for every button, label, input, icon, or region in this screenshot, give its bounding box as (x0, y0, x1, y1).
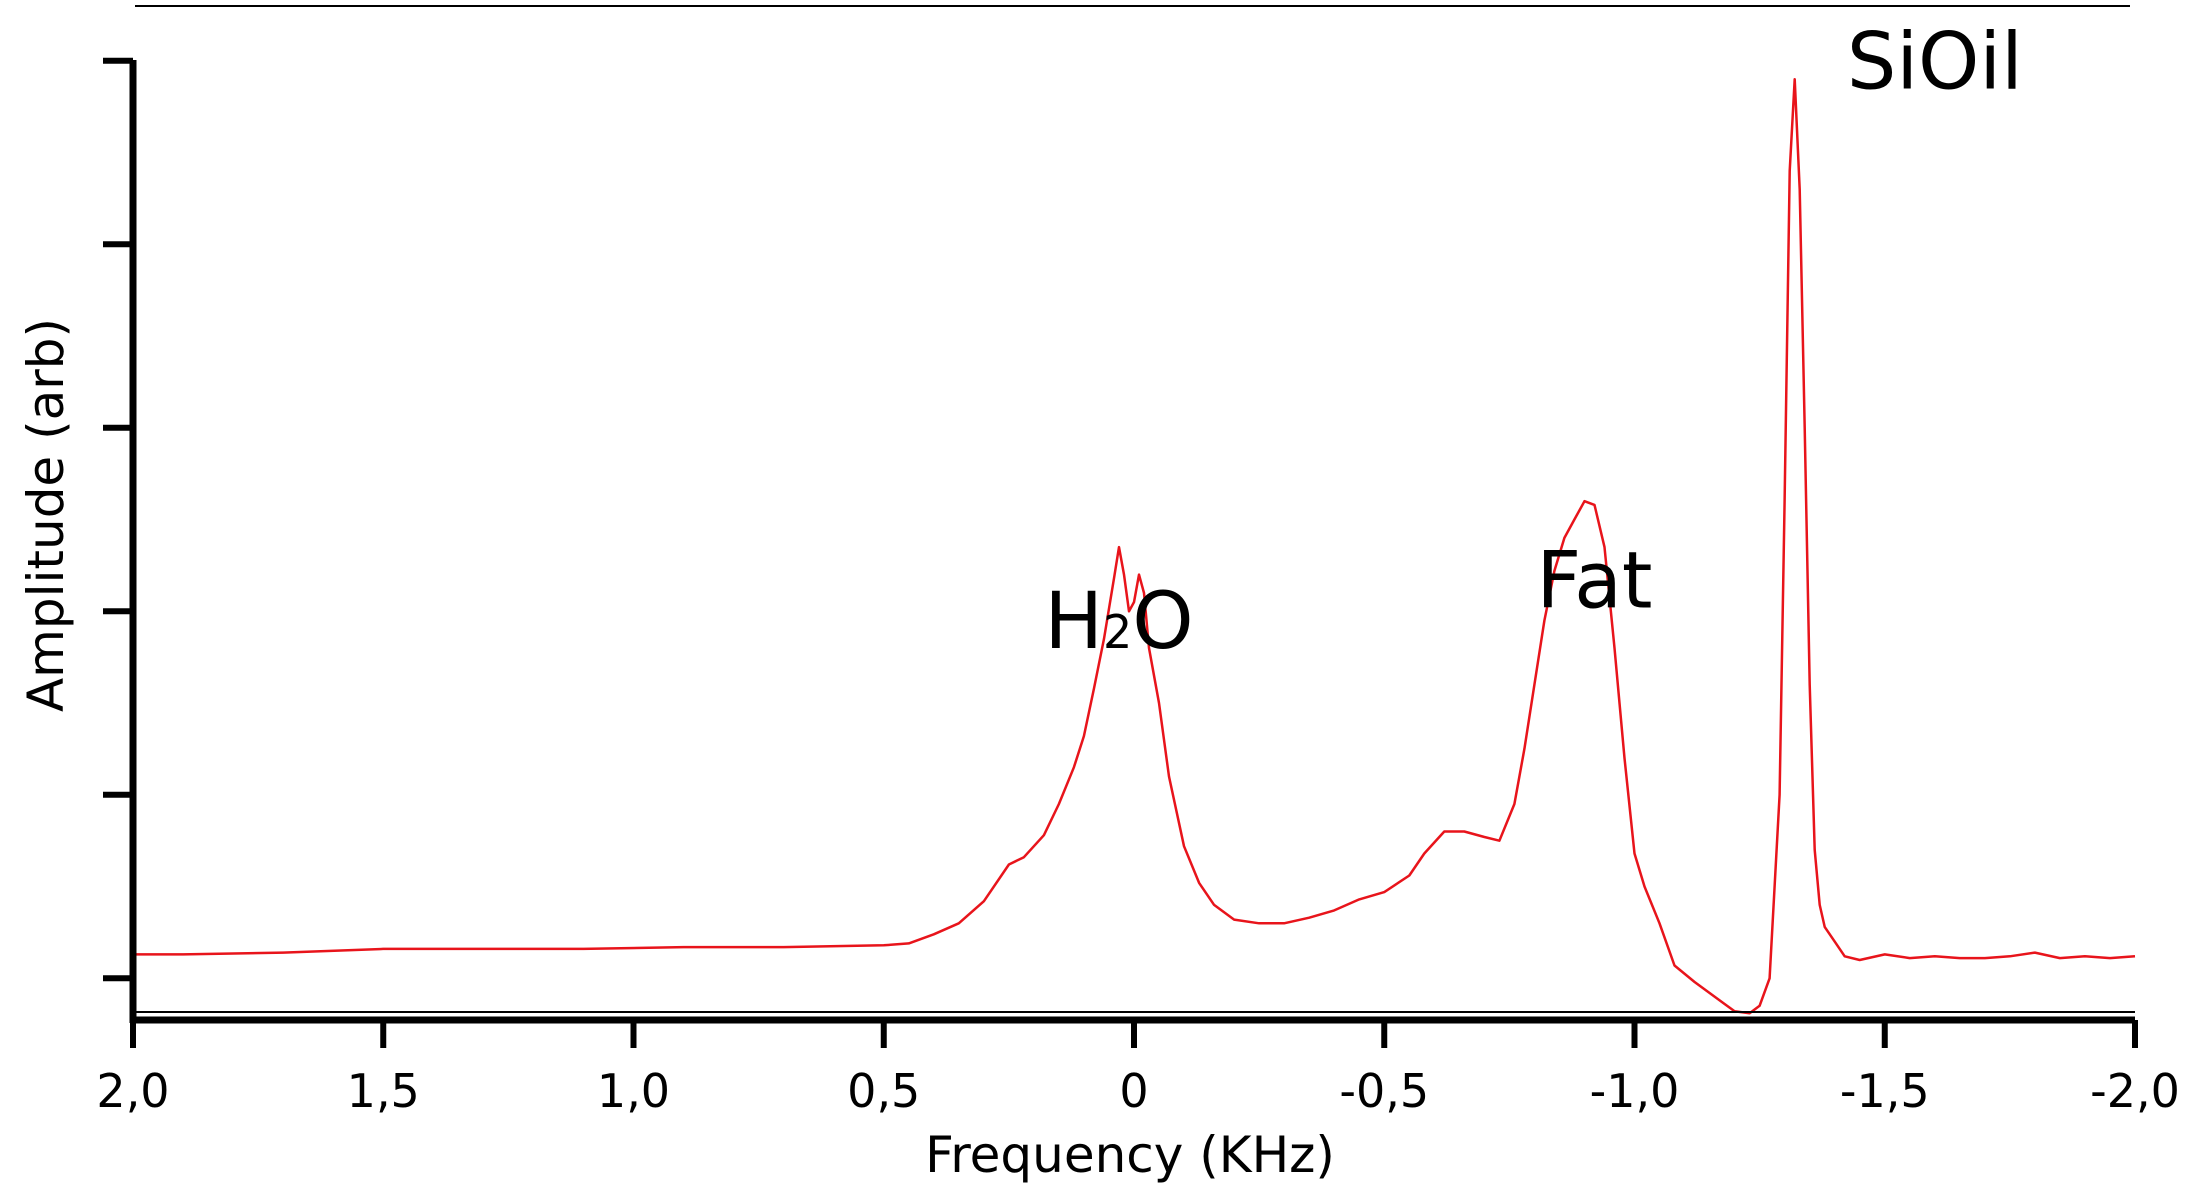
x-ticks: 2,0 1,5 1,0 0,5 0 -0,5 -1,0 -1,5 -2,0 (96, 1020, 2180, 1118)
x-tick-label: -2,0 (2090, 1064, 2180, 1118)
peak-label: Fat (1536, 537, 1652, 627)
x-tick-label: 1,0 (597, 1064, 670, 1118)
x-tick-label: 2,0 (96, 1064, 169, 1118)
peak-annotations: H2O Fat SiOil (1044, 17, 2022, 667)
x-tick-label: 1,5 (347, 1064, 420, 1118)
y-axis-title: Amplitude (arb) (17, 318, 75, 712)
peak-label: SiOil (1847, 17, 2023, 107)
x-tick-label: 0,5 (847, 1064, 920, 1118)
y-ticks (103, 57, 133, 982)
x-tick-label: -1,0 (1590, 1064, 1680, 1118)
x-tick-label: -1,5 (1840, 1064, 1930, 1118)
x-tick-label: 0 (1119, 1064, 1148, 1118)
plot-area (133, 77, 2136, 1015)
spectrum-series-line (133, 77, 2136, 1015)
x-tick-label: -0,5 (1339, 1064, 1429, 1118)
x-axis-title: Frequency (KHz) (925, 1126, 1335, 1184)
peak-label: H2O (1044, 577, 1193, 667)
